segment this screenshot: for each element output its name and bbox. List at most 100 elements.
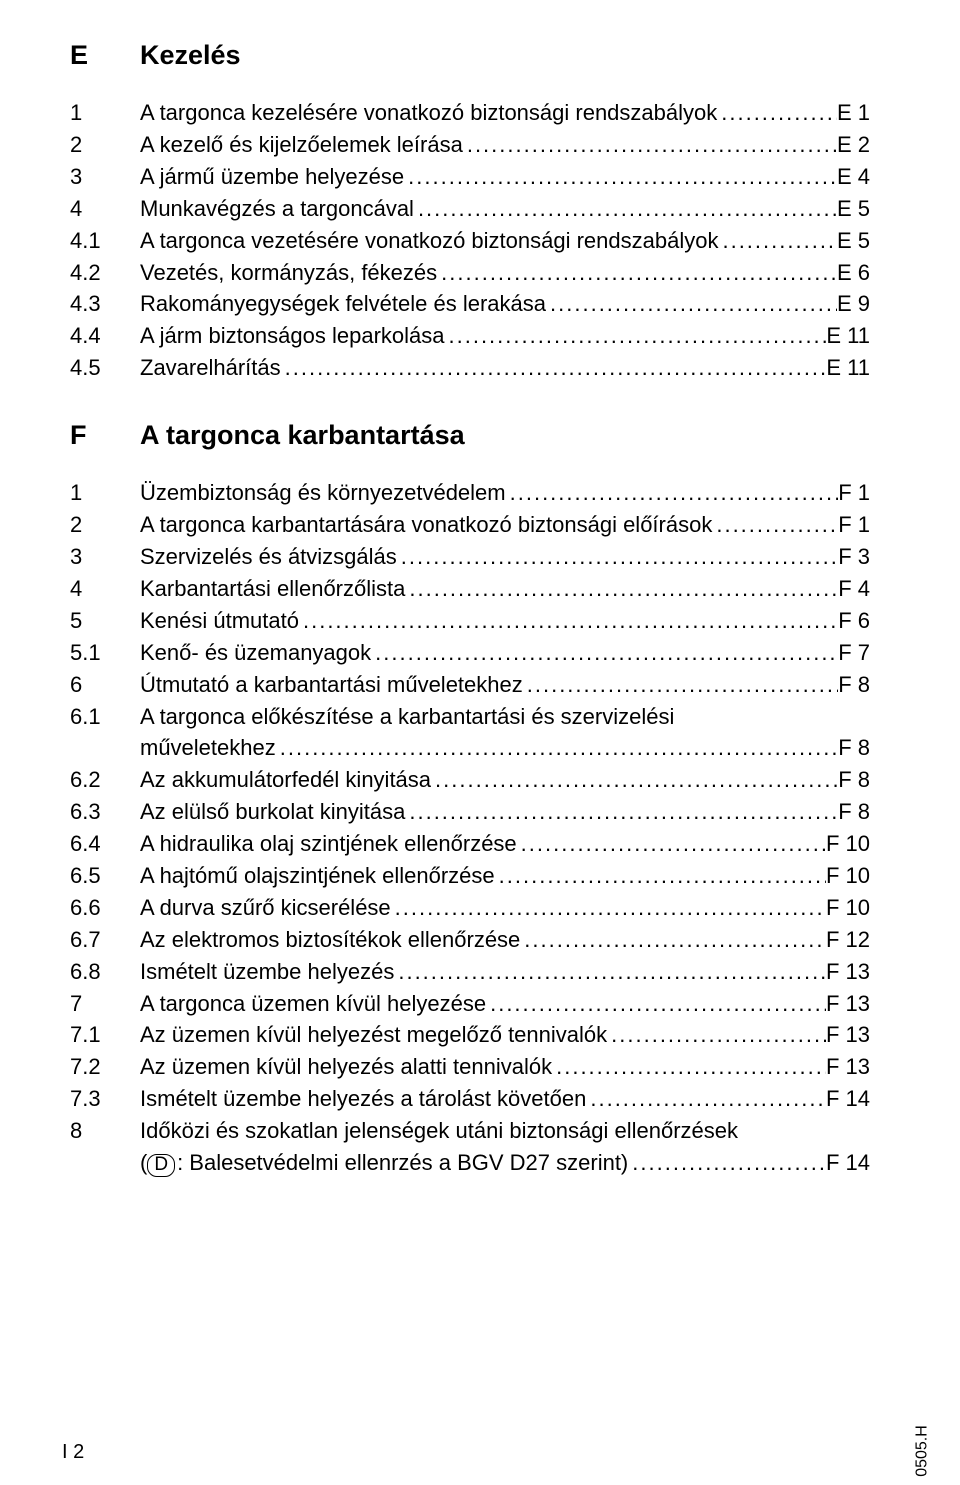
toc-page-ref: F 1: [838, 509, 870, 541]
toc-leader: ........................................…: [281, 352, 827, 384]
toc-leader: ........................................…: [517, 828, 826, 860]
toc-entry-number: 7.1: [70, 1019, 140, 1051]
toc-entry-label: Az elülső burkolat kinyitása: [140, 796, 405, 828]
toc-entry-text: A jármű üzembe helyezése................…: [140, 161, 870, 193]
toc-entry-number: 6.5: [70, 860, 140, 892]
toc-entry-label: műveletekhez: [140, 732, 276, 764]
toc-entry-number: 4.2: [70, 257, 140, 289]
toc-page-ref: F 3: [838, 541, 870, 573]
toc-entry-text: Útmutató a karbantartási műveletekhez...…: [140, 669, 870, 701]
toc-entry-label: A durva szűrő kicserélése: [140, 892, 391, 924]
toc-leader: ........................................…: [391, 892, 826, 924]
toc-entry-text: Ismételt üzembe helyezés................…: [140, 956, 870, 988]
toc-entry: 7.1Az üzemen kívül helyezést megelőző te…: [70, 1019, 870, 1051]
toc-entry-label: Ismételt üzembe helyezés: [140, 956, 394, 988]
toc-entry-number: 6.3: [70, 796, 140, 828]
toc-entry-continuation: műveletekhez............................…: [70, 732, 870, 764]
toc-page-ref: E 1: [837, 97, 870, 129]
toc-entry-text: Zavarelhárítás..........................…: [140, 352, 870, 384]
toc-entry: 6.7Az elektromos biztosítékok ellenőrzés…: [70, 924, 870, 956]
toc-entry: 7A targonca üzemen kívül helyezése......…: [70, 988, 870, 1020]
toc-entry-number: 1: [70, 477, 140, 509]
toc-page-ref: F 8: [838, 796, 870, 828]
toc-entry: 8Időközi és szokatlan jelenségek utáni b…: [70, 1115, 870, 1147]
toc-leader: ........................................…: [523, 669, 838, 701]
toc-entry-text: (D: Balesetvédelmi ellenrzés a BGV D27 s…: [140, 1147, 870, 1179]
toc-entry-text: A durva szűrő kicserélése...............…: [140, 892, 870, 924]
toc-entry-label: Zavarelhárítás: [140, 352, 281, 384]
toc-entry: 6.4A hidraulika olaj szintjének ellenőrz…: [70, 828, 870, 860]
section-f-num: F: [70, 416, 140, 455]
toc-entry: 7.3Ismételt üzembe helyezés a tárolást k…: [70, 1083, 870, 1115]
toc-entry-number: 7.2: [70, 1051, 140, 1083]
toc-entry-label: Munkavégzés a targoncával: [140, 193, 414, 225]
toc-leader: ........................................…: [405, 573, 838, 605]
toc-entry-text: A targonca előkészítése a karbantartási …: [140, 701, 870, 733]
toc-leader: ........................................…: [495, 860, 826, 892]
toc-entry-label: Az elektromos biztosítékok ellenőrzése: [140, 924, 520, 956]
toc-page-ref: F 1: [838, 477, 870, 509]
toc-page-ref: F 4: [838, 573, 870, 605]
toc-entry-label: A jármű üzembe helyezése: [140, 161, 404, 193]
toc-entry-number: 6.7: [70, 924, 140, 956]
toc-entry: 4.2Vezetés, kormányzás, fékezés.........…: [70, 257, 870, 289]
toc-page-ref: E 11: [826, 320, 870, 352]
toc-page-ref: F 13: [826, 1019, 870, 1051]
toc-entry-text: A targonca üzemen kívül helyezése.......…: [140, 988, 870, 1020]
toc-entry-text: Vezetés, kormányzás, fékezés............…: [140, 257, 870, 289]
toc-entry: 4Munkavégzés a targoncával..............…: [70, 193, 870, 225]
toc-entry-text: A kezelő és kijelzőelemek leírása.......…: [140, 129, 870, 161]
toc-page-ref: E 6: [837, 257, 870, 289]
section-f-title: A targonca karbantartása: [140, 416, 465, 455]
toc-entry-number: 6.4: [70, 828, 140, 860]
toc-entry-label: Rakományegységek felvétele és lerakása: [140, 288, 546, 320]
toc-leader: ........................................…: [486, 988, 826, 1020]
toc-entry: 6.1A targonca előkészítése a karbantartá…: [70, 701, 870, 733]
toc-page-ref: E 9: [837, 288, 870, 320]
toc-leader: ........................................…: [394, 956, 826, 988]
toc-entry-text: A járm biztonságos leparkolása..........…: [140, 320, 870, 352]
toc-entry-label: Ismételt üzembe helyezés a tárolást köve…: [140, 1083, 586, 1115]
toc-page-ref: F 13: [826, 956, 870, 988]
toc-page-ref: F 6: [838, 605, 870, 637]
toc-entry-text: Az elülső burkolat kinyitása............…: [140, 796, 870, 828]
toc-entry-label: A targonca üzemen kívül helyezése: [140, 988, 486, 1020]
toc-leader: ........................................…: [552, 1051, 826, 1083]
toc-entry: 6Útmutató a karbantartási műveletekhez..…: [70, 669, 870, 701]
toc-entry-label: A targonca kezelésére vonatkozó biztonsá…: [140, 97, 717, 129]
toc-entry-number: 8: [70, 1115, 140, 1147]
toc-leader: ........................................…: [437, 257, 837, 289]
toc-entry-text: Szervizelés és átvizsgálás..............…: [140, 541, 870, 573]
toc-entry-number: 2: [70, 129, 140, 161]
toc-page-ref: F 8: [838, 669, 870, 701]
toc-entry-label: Üzembiztonság és környezetvédelem: [140, 477, 506, 509]
footer-side-code: 0505.H: [911, 1425, 934, 1477]
toc-page-ref: F 10: [826, 860, 870, 892]
toc-entry-text: Az üzemen kívül helyezés alatti tennival…: [140, 1051, 870, 1083]
toc-leader: ........................................…: [717, 97, 837, 129]
toc-page-ref: F 12: [826, 924, 870, 956]
toc-leader: ........................................…: [506, 477, 839, 509]
toc-entry-label: Karbantartási ellenőrzőlista: [140, 573, 405, 605]
toc-entry-continuation: (D: Balesetvédelmi ellenrzés a BGV D27 s…: [70, 1147, 870, 1179]
toc-entry-number: 4.1: [70, 225, 140, 257]
toc-entry-text: Az elektromos biztosítékok ellenőrzése..…: [140, 924, 870, 956]
toc-entry: 2A targonca karbantartására vonatkozó bi…: [70, 509, 870, 541]
toc-page-ref: E 2: [837, 129, 870, 161]
toc-entry: 6.2Az akkumulátorfedél kinyitása........…: [70, 764, 870, 796]
toc-entry: 7.2Az üzemen kívül helyezés alatti tenni…: [70, 1051, 870, 1083]
section-e-title: Kezelés: [140, 36, 241, 75]
toc-entry: 6.8Ismételt üzembe helyezés.............…: [70, 956, 870, 988]
toc-page-ref: F 8: [838, 732, 870, 764]
toc-entry: 6.6A durva szűrő kicserélése............…: [70, 892, 870, 924]
toc-entry-text: Az akkumulátorfedél kinyitása...........…: [140, 764, 870, 796]
toc-leader: ........................................…: [405, 796, 838, 828]
toc-entry-number: 1: [70, 97, 140, 129]
toc-entry: 6.3Az elülső burkolat kinyitása.........…: [70, 796, 870, 828]
toc-entry-label: Az üzemen kívül helyezés alatti tennival…: [140, 1051, 552, 1083]
toc-entry-label: Időközi és szokatlan jelenségek utáni bi…: [140, 1115, 738, 1147]
toc-entry-label: Kenő- és üzemanyagok: [140, 637, 371, 669]
toc-leader: ........................................…: [718, 225, 837, 257]
toc-entry: 3A jármű üzembe helyezése...............…: [70, 161, 870, 193]
toc-entry-number: 7: [70, 988, 140, 1020]
